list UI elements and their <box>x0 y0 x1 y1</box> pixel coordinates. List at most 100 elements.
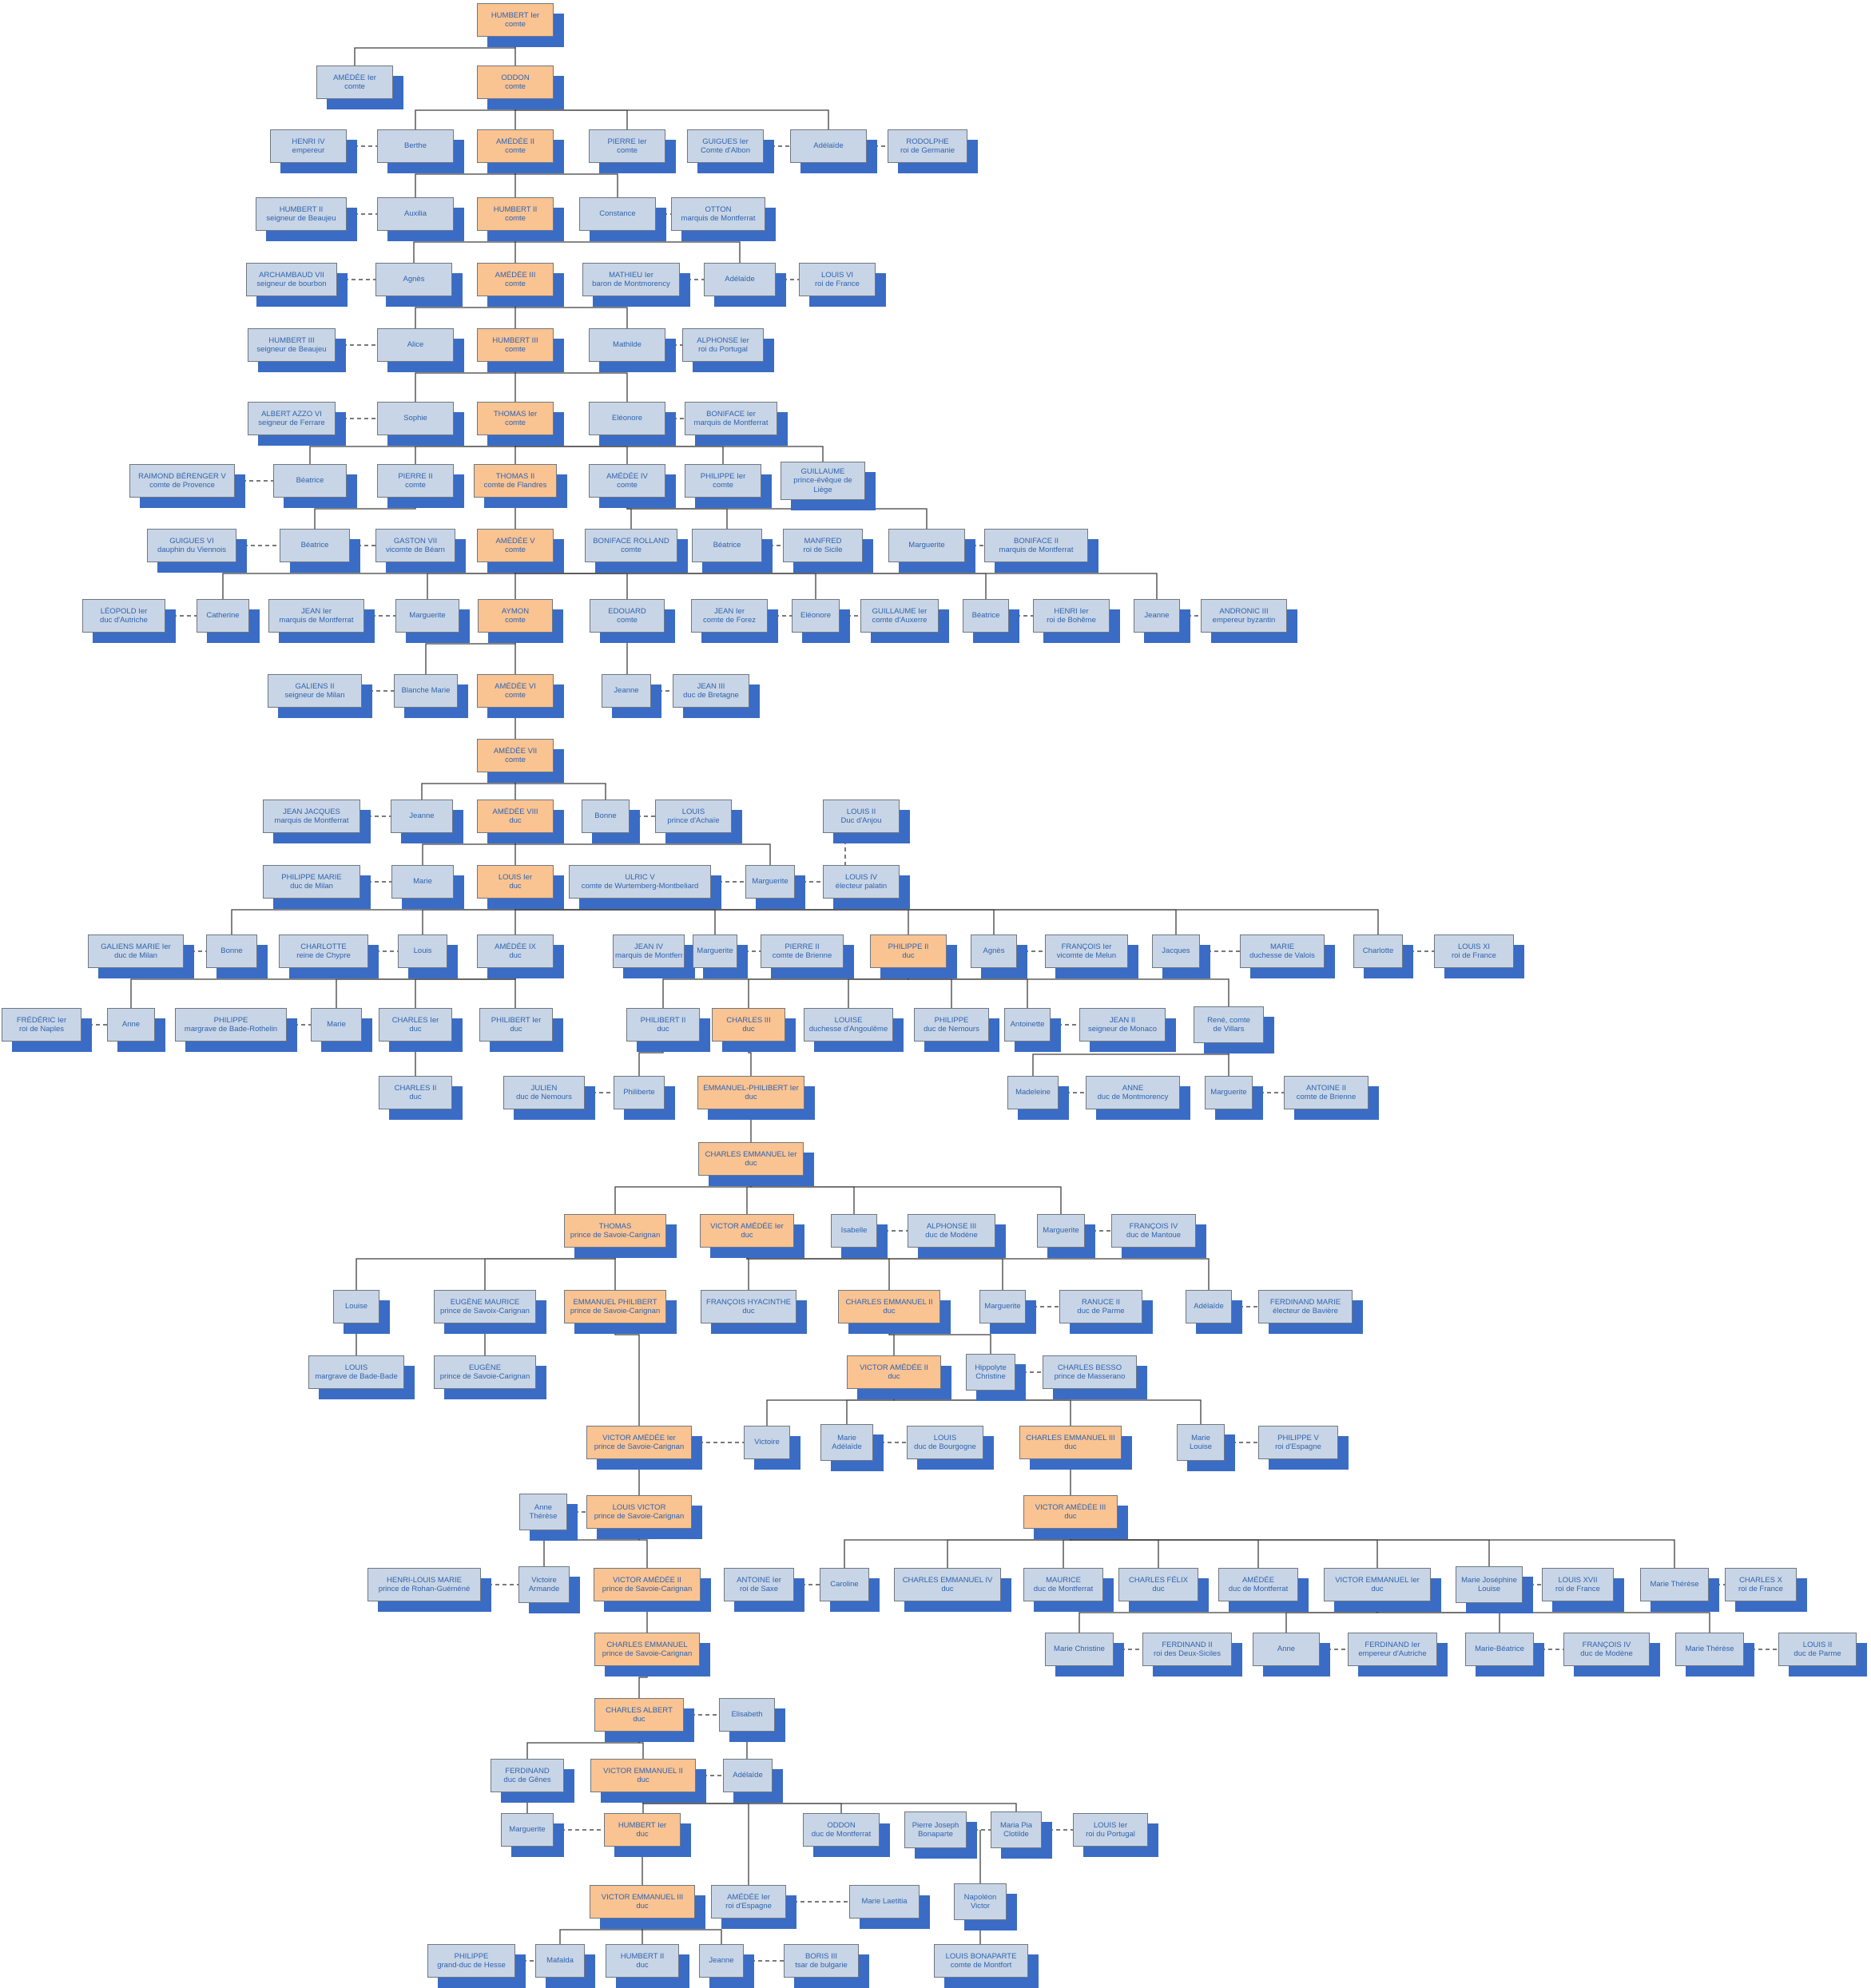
tree-node-rodolphe[interactable]: RODOLPHE roi de Germanie <box>888 129 967 163</box>
tree-node-adelaide-r2[interactable]: Adélaïde <box>790 129 867 163</box>
tree-node-charlesfelix[interactable]: CHARLES FÉLIX duc <box>1118 1568 1198 1601</box>
tree-node-constance[interactable]: Constance <box>579 197 656 231</box>
tree-node-charlesemmanuel-sc[interactable]: CHARLES EMMANUEL prince de Savoie-Carigna… <box>594 1633 700 1666</box>
tree-node-ferdinand2sic[interactable]: FERDINAND II roi des Deux-Siciles <box>1142 1633 1232 1666</box>
tree-node-louisvictor[interactable]: LOUIS VICTOR prince de Savoie-Carignan <box>586 1495 692 1529</box>
tree-node-marie-r13[interactable]: Marie <box>391 865 454 899</box>
tree-node-louis17[interactable]: LOUIS XVII roi de France <box>1542 1568 1614 1601</box>
tree-node-marguerite-r19[interactable]: Marguerite <box>979 1290 1026 1323</box>
tree-node-eugenemaurice[interactable]: EUGÈNE MAURICE prince de Savoix-Carignan <box>434 1290 536 1323</box>
tree-node-napoleonvictor[interactable]: Napoléon Victor <box>954 1883 1007 1920</box>
tree-node-humbert3b[interactable]: HUMBERT III seigneur de Beaujeu <box>248 328 336 362</box>
tree-node-marguerite-r16[interactable]: Marguerite <box>1205 1076 1253 1109</box>
tree-node-jeanjacques[interactable]: JEAN JACQUES marquis de Montferrat <box>263 800 360 833</box>
tree-node-frederic[interactable]: FRÉDÉRIC Ier roi de Naples <box>2 1008 81 1042</box>
tree-node-charlotte-chypre[interactable]: CHARLOTTE reine de Chypre <box>279 934 368 968</box>
tree-node-humbert2b[interactable]: HUMBERT II seigneur de Beaujeu <box>256 197 347 231</box>
tree-node-bonne-r14[interactable]: Bonne <box>206 934 257 968</box>
tree-node-guillaume-liege[interactable]: GUILLAUME prince-évêque de Liège <box>781 462 865 500</box>
tree-node-victoremmanuel2[interactable]: VICTOR EMMANUEL II duc <box>590 1759 696 1792</box>
tree-node-jean1forez[interactable]: JEAN Ier comte de Forez <box>691 599 768 633</box>
tree-node-jean3bret[interactable]: JEAN III duc de Bretagne <box>673 674 749 708</box>
tree-node-humbert2[interactable]: HUMBERT II comte <box>477 197 554 231</box>
tree-node-eleonore-r6[interactable]: Eléonore <box>589 402 665 435</box>
tree-node-pierre1[interactable]: PIERRE Ier comte <box>589 129 665 163</box>
tree-node-charlesalbert[interactable]: CHARLES ALBERT duc <box>594 1698 684 1732</box>
tree-node-madeleine[interactable]: Madeleine <box>1007 1076 1059 1109</box>
tree-node-victoramedee1-sc[interactable]: VICTOR AMÉDÉE Ier prince de Savoie-Carign… <box>586 1426 692 1459</box>
tree-node-oddon[interactable]: ODDON comte <box>477 65 554 99</box>
tree-node-galiens2[interactable]: GALIENS II seigneur de Milan <box>268 674 362 708</box>
tree-node-jacques-r14[interactable]: Jacques <box>1152 934 1200 968</box>
tree-node-louisachaie[interactable]: LOUIS prince d'Achaïe <box>655 800 732 833</box>
tree-node-marielaetitia[interactable]: Marie Laetitia <box>849 1885 920 1919</box>
tree-node-blanchemarie[interactable]: Blanche Marie <box>394 674 458 708</box>
tree-node-amedee3[interactable]: AMÉDÉE III comte <box>477 263 554 296</box>
tree-node-leopold[interactable]: LÉOPOLD Ier duc d'Autriche <box>82 599 165 633</box>
tree-node-victoramedee3[interactable]: VICTOR AMÉDÉE III duc <box>1023 1495 1118 1529</box>
tree-node-mathilde[interactable]: Mathilde <box>589 328 665 362</box>
tree-node-philippemarie[interactable]: PHILIPPE MARIE duc de Milan <box>263 865 360 899</box>
tree-node-jeanne-r29[interactable]: Jeanne <box>699 1944 744 1978</box>
tree-node-ranuce2[interactable]: RANUCE II duc de Parme <box>1059 1290 1142 1323</box>
tree-node-archambaud[interactable]: ARCHAMBAUD VII seigneur de bourbon <box>246 263 337 296</box>
tree-node-alice[interactable]: Alice <box>377 328 454 362</box>
tree-node-beatrice2-r8[interactable]: Béatrice <box>692 529 762 562</box>
tree-node-philippe2[interactable]: PHILIPPE II duc <box>870 934 947 968</box>
tree-node-francoishyacinthe[interactable]: FRANÇOIS HYACINTHE duc <box>701 1290 796 1323</box>
tree-node-amedee1[interactable]: AMÉDÉE Ier comte <box>316 65 393 99</box>
tree-node-emmanuelphilibert[interactable]: EMMANUEL-PHILIBERT Ier duc <box>697 1076 804 1109</box>
tree-node-mariechristine[interactable]: Marie Christine <box>1045 1633 1114 1666</box>
tree-node-elisabeth[interactable]: Elisabeth <box>719 1698 775 1732</box>
tree-node-adelaide-r26[interactable]: Adélaïde <box>723 1759 773 1792</box>
tree-node-marietherese-r24[interactable]: Marie Thérèse <box>1675 1633 1744 1666</box>
tree-node-ferdinandgenes[interactable]: FERDINAND duc de Gênes <box>491 1759 564 1792</box>
tree-node-mariejosephine[interactable]: Marie Joséphine Louise <box>1456 1566 1523 1603</box>
tree-node-marguerite-r9[interactable]: Marguerite <box>395 599 459 633</box>
tree-node-francois1melun[interactable]: FRANÇOIS Ier vicomte de Melun <box>1045 934 1128 968</box>
tree-node-philibert1[interactable]: PHILIBERT Ier duc <box>479 1008 553 1042</box>
tree-node-victoramedee1[interactable]: VICTOR AMÉDÉE Ier duc <box>700 1214 794 1248</box>
tree-node-jean2monaco[interactable]: JEAN II seigneur de Monaco <box>1079 1008 1166 1042</box>
tree-node-antoinesaxe[interactable]: ANTOINE Ier roi de Saxe <box>724 1568 794 1601</box>
tree-node-charlesemmanuel4[interactable]: CHARLES EMMANUEL IV duc <box>894 1568 1001 1601</box>
tree-node-thomas1[interactable]: THOMAS Ier comte <box>477 402 554 435</box>
tree-node-agnes-r14[interactable]: Agnès <box>971 934 1017 968</box>
tree-node-edouard[interactable]: EDOUARD comte <box>590 599 665 633</box>
tree-node-thomas2[interactable]: THOMAS II comte de Flandres <box>474 464 557 498</box>
tree-node-annetherese[interactable]: Anne Thérèse <box>519 1494 567 1530</box>
tree-node-louis2parme[interactable]: LOUIS II duc de Parme <box>1778 1633 1857 1666</box>
tree-node-jean1mont[interactable]: JEAN Ier marquis de Montferrat <box>268 599 364 633</box>
tree-node-annemont[interactable]: ANNE duc de Montmorency <box>1086 1076 1180 1109</box>
tree-node-philippebade[interactable]: PHILIPPE margrave de Bade-Rothelin <box>175 1008 287 1042</box>
tree-node-marguerite-r18[interactable]: Marguerite <box>1037 1214 1085 1248</box>
tree-node-marietherese-r23[interactable]: Marie Thérèse <box>1640 1568 1709 1601</box>
tree-node-alphonse3[interactable]: ALPHONSE III duc de Modène <box>908 1214 995 1248</box>
tree-node-antoine2[interactable]: ANTOINE II comte de Brienne <box>1284 1076 1368 1109</box>
tree-node-adelaide-r19[interactable]: Adélaïde <box>1186 1290 1232 1323</box>
tree-node-francois4mant[interactable]: FRANÇOIS IV duc de Mantoue <box>1111 1214 1196 1248</box>
tree-node-mariapia[interactable]: Maria Pia Clotilde <box>991 1811 1042 1848</box>
tree-node-charlotte-r14[interactable]: Charlotte <box>1353 934 1403 968</box>
tree-node-andronic[interactable]: ANDRONIC III empereur byzantin <box>1201 599 1287 633</box>
tree-node-mathieu[interactable]: MATHIEU Ier baron de Montmorency <box>582 263 680 296</box>
tree-node-louis2anjou[interactable]: LOUIS II Duc d'Anjou <box>823 800 900 833</box>
tree-node-louis11[interactable]: LOUIS XI roi de France <box>1434 934 1514 968</box>
tree-node-charlesbesso[interactable]: CHARLES BESSO prince de Masserano <box>1043 1355 1137 1389</box>
tree-node-charlesemmanuel3[interactable]: CHARLES EMMANUEL III duc <box>1019 1426 1122 1459</box>
tree-node-henri1[interactable]: HENRI Ier roi de Bohême <box>1033 599 1110 633</box>
tree-node-marguerite-r14[interactable]: Marguerite <box>693 934 737 968</box>
tree-node-thomas-sc[interactable]: THOMAS prince de Savoie-Carignan <box>564 1214 666 1248</box>
tree-node-rene-villars[interactable]: René, comte de Villars <box>1194 1006 1264 1043</box>
tree-node-albertazzo[interactable]: ALBERT AZZO VI seigneur de Ferrare <box>248 402 336 435</box>
tree-node-amedee6[interactable]: AMÉDÉE VI comte <box>477 674 554 708</box>
tree-node-guillaume1aux[interactable]: GUILLAUME Ier comte d'Auxerre <box>860 599 939 633</box>
tree-node-charles1[interactable]: CHARLES Ier duc <box>379 1008 452 1042</box>
tree-node-philibert2[interactable]: PHILIBERT II duc <box>626 1008 700 1042</box>
tree-node-guigues6[interactable]: GUIGUES VI dauphin du Viennois <box>147 529 236 562</box>
tree-node-amedee9[interactable]: AMÉDÉE IX duc <box>477 934 554 968</box>
tree-node-mariebeatrice[interactable]: Marie-Béatrice <box>1465 1633 1534 1666</box>
